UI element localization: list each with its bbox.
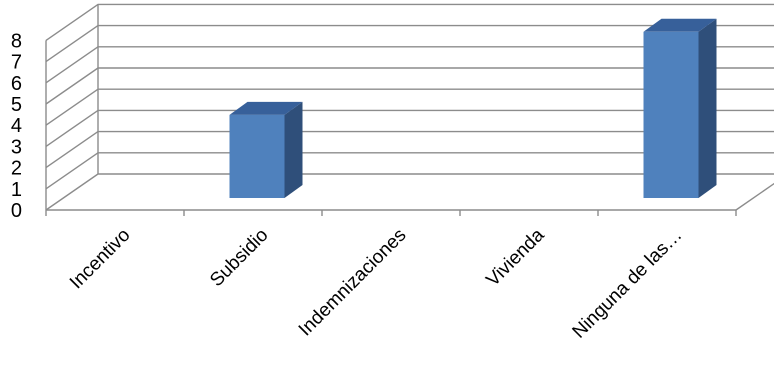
bar-top — [643, 18, 717, 32]
category-label: Incentivo — [66, 225, 135, 294]
category-label: Ninguna de las… — [569, 225, 687, 343]
bar-front — [643, 31, 699, 199]
category-labels: Incentivo Subsidio Indemnizaciones Vivienda… — [66, 224, 687, 342]
category-label: Vivienda — [482, 224, 548, 290]
bar-ninguna-de-las- — [643, 18, 717, 199]
y-tick-label: 1 — [11, 179, 22, 201]
y-tick-label: 0 — [11, 200, 22, 222]
bars — [229, 18, 717, 199]
y-tick-label: 7 — [11, 52, 22, 74]
bar-side — [284, 101, 303, 198]
y-tick-label: 8 — [11, 30, 22, 52]
bar-side — [698, 18, 717, 199]
y-tick-label: 6 — [11, 73, 22, 95]
bar-subsidio — [229, 101, 303, 198]
y-tick-label: 3 — [11, 136, 22, 158]
y-tick-label: 2 — [11, 158, 22, 180]
category-label: Subsidio — [206, 225, 272, 291]
axes — [45, 4, 737, 216]
bar-front — [229, 114, 285, 198]
y-tick-label: 5 — [11, 94, 22, 116]
floor-edge — [735, 182, 774, 211]
bar-top — [229, 101, 303, 115]
y-tick-label: 4 — [11, 115, 22, 137]
category-label: Indemnizaciones — [295, 225, 411, 341]
